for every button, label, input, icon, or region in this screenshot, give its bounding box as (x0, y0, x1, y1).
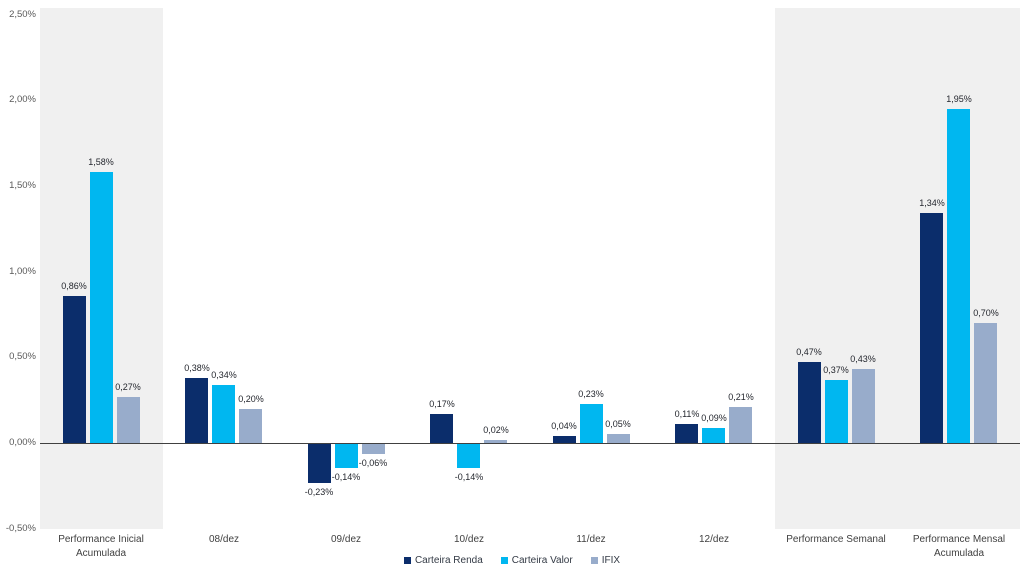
legend-label: Carteira Renda (414, 555, 483, 566)
category-label: 11/dez (576, 534, 606, 545)
value-label: 0,43% (850, 354, 876, 364)
y-axis-tick-label: 0,50% (9, 351, 36, 362)
y-axis-tick-label: -0,50% (5, 523, 36, 534)
legend-item: IFIX (590, 555, 621, 566)
bar (553, 436, 576, 443)
bar (729, 407, 752, 443)
legend-label: Carteira Valor (511, 555, 573, 566)
bar (63, 296, 86, 443)
value-label: 0,17% (429, 399, 455, 409)
bar (117, 397, 140, 443)
category-label: Performance Semanal (786, 534, 886, 545)
bar (580, 404, 603, 443)
bar (430, 414, 453, 443)
y-axis-tick-label: 2,50% (9, 9, 36, 20)
value-label: 1,58% (88, 157, 114, 167)
value-label: 0,27% (115, 382, 141, 392)
x-axis-line (40, 443, 1020, 444)
value-label: 0,37% (823, 365, 849, 375)
value-label: 0,23% (578, 389, 604, 399)
bar (90, 172, 113, 443)
value-label: 0,38% (184, 363, 210, 373)
bar (825, 380, 848, 443)
value-label: 1,95% (946, 94, 972, 104)
value-label: 0,11% (674, 409, 700, 419)
legend-swatch-icon (403, 557, 411, 564)
bar (362, 444, 385, 454)
legend-label: IFIX (601, 555, 621, 566)
y-axis-tick-label: 1,00% (9, 266, 36, 277)
category-label: 08/dez (208, 534, 240, 545)
bar (239, 409, 262, 443)
category-label: Performance Inicial Acumulada (58, 534, 144, 559)
legend-item: Carteira Renda (403, 555, 483, 566)
bar (335, 444, 358, 468)
highlight-band (775, 8, 1020, 529)
legend-swatch-icon (500, 557, 508, 564)
bar (920, 213, 943, 443)
bar (675, 424, 698, 443)
value-label: 0,05% (605, 419, 631, 429)
value-label: 0,09% (701, 413, 727, 423)
bar (947, 109, 970, 443)
bar (308, 444, 331, 483)
bar (484, 440, 507, 443)
bar (852, 369, 875, 443)
value-label: -0,14% (454, 472, 484, 482)
value-label: 0,20% (238, 394, 264, 404)
y-axis-tick-label: 0,00% (9, 437, 36, 448)
value-label: 0,70% (973, 308, 999, 318)
bar (185, 378, 208, 443)
value-label: 0,47% (796, 347, 822, 357)
bar (702, 428, 725, 443)
category-label: 10/dez (453, 534, 485, 545)
value-label: -0,14% (331, 472, 361, 482)
value-label: 0,21% (728, 392, 754, 402)
value-label: 0,34% (211, 370, 237, 380)
category-label: 09/dez (330, 534, 362, 545)
bar (457, 444, 480, 468)
bar (974, 323, 997, 443)
value-label: 0,86% (61, 281, 87, 291)
bar (798, 362, 821, 443)
y-axis-tick-label: 2,00% (9, 94, 36, 105)
legend-item: Carteira Valor (500, 555, 573, 566)
value-label: 0,02% (483, 425, 509, 435)
value-label: -0,23% (304, 487, 334, 497)
bar (607, 434, 630, 443)
legend-swatch-icon (590, 557, 598, 564)
category-label: Performance Mensal Acumulada (912, 534, 1006, 559)
value-label: 0,04% (551, 421, 577, 431)
y-axis-tick-label: 1,50% (9, 180, 36, 191)
category-label: 12/dez (698, 534, 730, 545)
legend: Carteira Renda Carteira Valor IFIX (0, 555, 1024, 566)
value-label: -0,06% (358, 458, 388, 468)
value-label: 1,34% (919, 198, 945, 208)
bar (212, 385, 235, 443)
